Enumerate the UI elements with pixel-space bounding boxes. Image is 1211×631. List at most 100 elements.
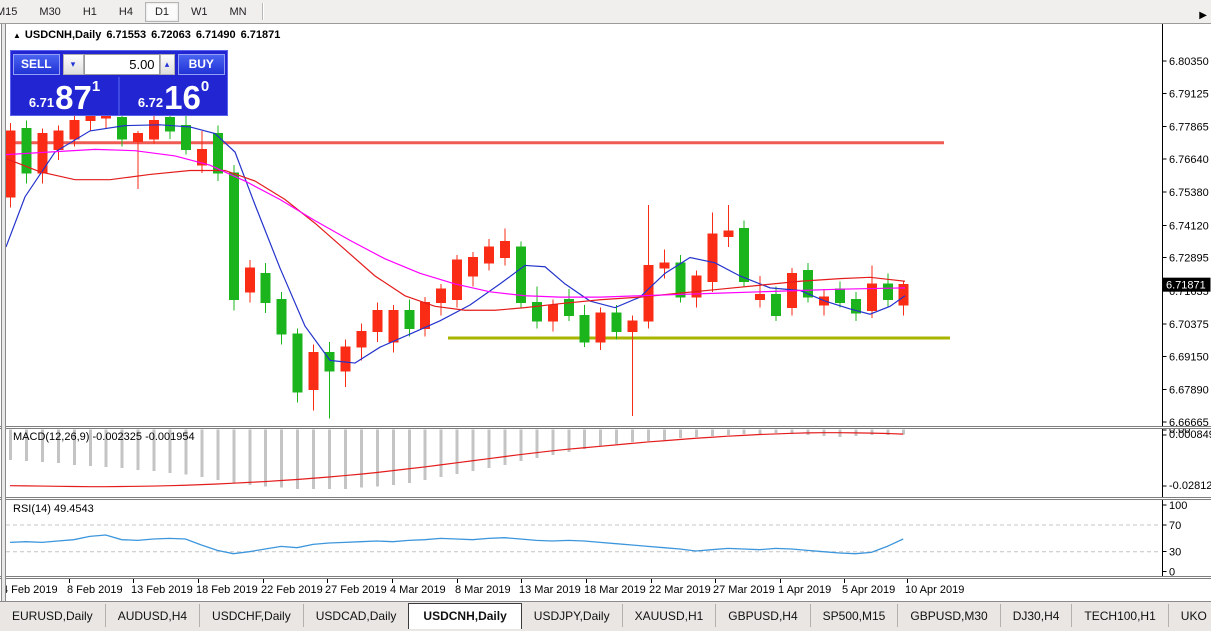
tab-scroll-right-icon[interactable]: ▶ bbox=[1199, 10, 1207, 21]
buy-button[interactable]: BUY bbox=[177, 53, 225, 75]
candle bbox=[595, 307, 606, 350]
candle bbox=[196, 130, 207, 174]
candle bbox=[850, 291, 861, 321]
candle bbox=[260, 262, 271, 313]
sell-price-pip-digit: 1 bbox=[91, 78, 101, 95]
candle bbox=[244, 260, 255, 303]
timeframe-button-w1[interactable]: W1 bbox=[191, 5, 208, 18]
price-tick-label: 6.77865 bbox=[1169, 122, 1209, 134]
volume-input[interactable] bbox=[83, 53, 160, 75]
toolbar-separator bbox=[261, 3, 264, 20]
chart-tab-usdcnh[interactable]: USDCNH,Daily bbox=[408, 603, 522, 629]
date-label: 8 Feb 2019 bbox=[67, 584, 123, 596]
date-tick bbox=[521, 579, 522, 583]
chart-tab-gbpusd[interactable]: GBPUSD,M30 bbox=[897, 604, 999, 627]
chart-tab-eurusd[interactable]: EURUSD,Daily bbox=[12, 609, 93, 623]
price-tick-label: 6.67890 bbox=[1169, 385, 1209, 397]
chart-tab-xauusd[interactable]: XAUUSD,H1 bbox=[621, 604, 716, 627]
macd-main-value: -0.002325 bbox=[92, 431, 143, 443]
date-tick bbox=[715, 579, 716, 583]
timeframe-button-d1[interactable]: D1 bbox=[144, 1, 179, 22]
rsi-dateaxis-divider[interactable] bbox=[0, 576, 1211, 579]
candle bbox=[627, 315, 638, 416]
timeframe-button-h4[interactable]: H4 bbox=[118, 5, 133, 18]
date-axis[interactable]: 4 Feb 2019 8 Feb 2019 13 Feb 2019 18 Feb 20… bbox=[0, 579, 1211, 600]
date-tick bbox=[844, 579, 845, 583]
date-tick bbox=[263, 579, 264, 583]
chart-tab-usdjpy[interactable]: USDJPY,Daily bbox=[533, 609, 610, 623]
candles bbox=[5, 107, 909, 419]
sell-button[interactable]: SELL bbox=[13, 53, 60, 75]
window-left-border bbox=[1, 24, 6, 601]
chart-tab-uko[interactable]: UKO bbox=[1167, 604, 1211, 627]
chart-tab-usdcad[interactable]: USDCAD,Daily bbox=[302, 604, 409, 627]
candle bbox=[324, 341, 335, 419]
price-axis[interactable]: 6.80350 6.79125 6.77865 6.76640 6.75380 6.741… bbox=[1162, 24, 1209, 426]
candle bbox=[787, 268, 798, 316]
rsi-axis-label: 30 bbox=[1169, 547, 1181, 559]
chart-symbol-label: USDCNH,Daily bbox=[24, 29, 102, 41]
candle bbox=[388, 305, 399, 353]
date-tick bbox=[651, 579, 652, 583]
candle bbox=[212, 125, 223, 182]
chart-tab-sp500[interactable]: SP500,M15 bbox=[809, 604, 898, 627]
macd-rsi-divider[interactable] bbox=[0, 497, 1211, 500]
volume-decrease-button[interactable]: ▾ bbox=[62, 53, 84, 75]
date-tick bbox=[327, 579, 328, 583]
chart-macd-divider[interactable] bbox=[0, 426, 1211, 429]
timeframe-toolbar: M15 M30 H1 H4 D1 W1 MN bbox=[0, 0, 1211, 24]
ma-fast-line bbox=[5, 124, 906, 364]
date-label: 8 Mar 2019 bbox=[455, 584, 511, 596]
price-tick-label: 6.70375 bbox=[1169, 319, 1209, 331]
buy-price-display[interactable]: 6.72 16 0 bbox=[120, 77, 227, 115]
svg-text:6.71871: 6.71871 bbox=[1166, 280, 1206, 292]
candle bbox=[739, 220, 750, 287]
price-tick-label: 6.76640 bbox=[1169, 154, 1209, 166]
volume-increase-button[interactable]: ▴ bbox=[159, 53, 175, 75]
timeframe-button-mn[interactable]: MN bbox=[229, 5, 247, 18]
candle bbox=[149, 115, 160, 145]
macd-plot[interactable]: 0.000.000849 -0.028124 bbox=[0, 429, 1211, 497]
date-label: 27 Mar 2019 bbox=[713, 584, 775, 596]
candle bbox=[53, 125, 64, 160]
macd-signal-line bbox=[9, 432, 904, 488]
chart-tab-gbpusd[interactable]: GBPUSD,H4 bbox=[715, 604, 809, 627]
date-tick bbox=[133, 579, 134, 583]
chart-ohlc-header: ▲ USDCNH,Daily 6.71553 6.72063 6.71490 6.7187… bbox=[13, 29, 285, 41]
rsi-axis-label: 0 bbox=[1169, 567, 1175, 576]
candle bbox=[866, 265, 877, 319]
rsi-panel bbox=[0, 500, 1211, 576]
date-tick bbox=[780, 579, 781, 583]
candle bbox=[898, 281, 909, 316]
date-label: 5 Apr 2019 bbox=[842, 584, 896, 596]
chart-tab-dj30[interactable]: DJ30,H4 bbox=[999, 604, 1072, 627]
ohlc-open: 6.71553 bbox=[106, 29, 147, 41]
candle bbox=[21, 120, 32, 184]
candle bbox=[356, 323, 367, 361]
main-chart-plot[interactable]: 6.80350 6.79125 6.77865 6.76640 6.75380 6.741… bbox=[0, 24, 1211, 426]
timeframe-button-m30[interactable]: M30 bbox=[39, 5, 61, 18]
ohlc-high: 6.72063 bbox=[151, 29, 191, 41]
timeframe-button-m15[interactable]: M15 bbox=[0, 5, 18, 18]
chart-tab-tech100[interactable]: TECH100,H1 bbox=[1071, 604, 1167, 627]
rsi-axis-label: 70 bbox=[1169, 520, 1181, 532]
chart-tab-audusd[interactable]: AUDUSD,H4 bbox=[104, 604, 199, 627]
buy-price-pip-digit: 0 bbox=[200, 78, 210, 95]
collapse-panel-icon[interactable]: ▲ bbox=[13, 31, 21, 40]
macd-indicator-label: MACD(12,26,9) -0.002325 -0.001954 bbox=[13, 431, 195, 443]
macd-axis-label: 0.000849 bbox=[1169, 429, 1211, 441]
rsi-plot[interactable]: 100 70 30 0 bbox=[0, 500, 1211, 576]
buy-price-prefix: 6.72 bbox=[137, 95, 164, 110]
ohlc-close: 6.71871 bbox=[240, 29, 281, 41]
date-label: 22 Mar 2019 bbox=[649, 584, 711, 596]
price-tick-label: 6.74120 bbox=[1169, 220, 1209, 232]
candle bbox=[643, 204, 654, 329]
candle bbox=[803, 262, 813, 303]
timeframe-button-h1[interactable]: H1 bbox=[82, 5, 97, 18]
chart-tab-usdchf[interactable]: USDCHF,Daily bbox=[199, 604, 303, 627]
date-tick bbox=[69, 579, 70, 583]
price-tick-label: 6.80350 bbox=[1169, 56, 1209, 68]
candle bbox=[292, 328, 303, 403]
rsi-name: RSI(14) bbox=[13, 503, 51, 515]
sell-price-display[interactable]: 6.71 87 1 bbox=[11, 77, 120, 115]
